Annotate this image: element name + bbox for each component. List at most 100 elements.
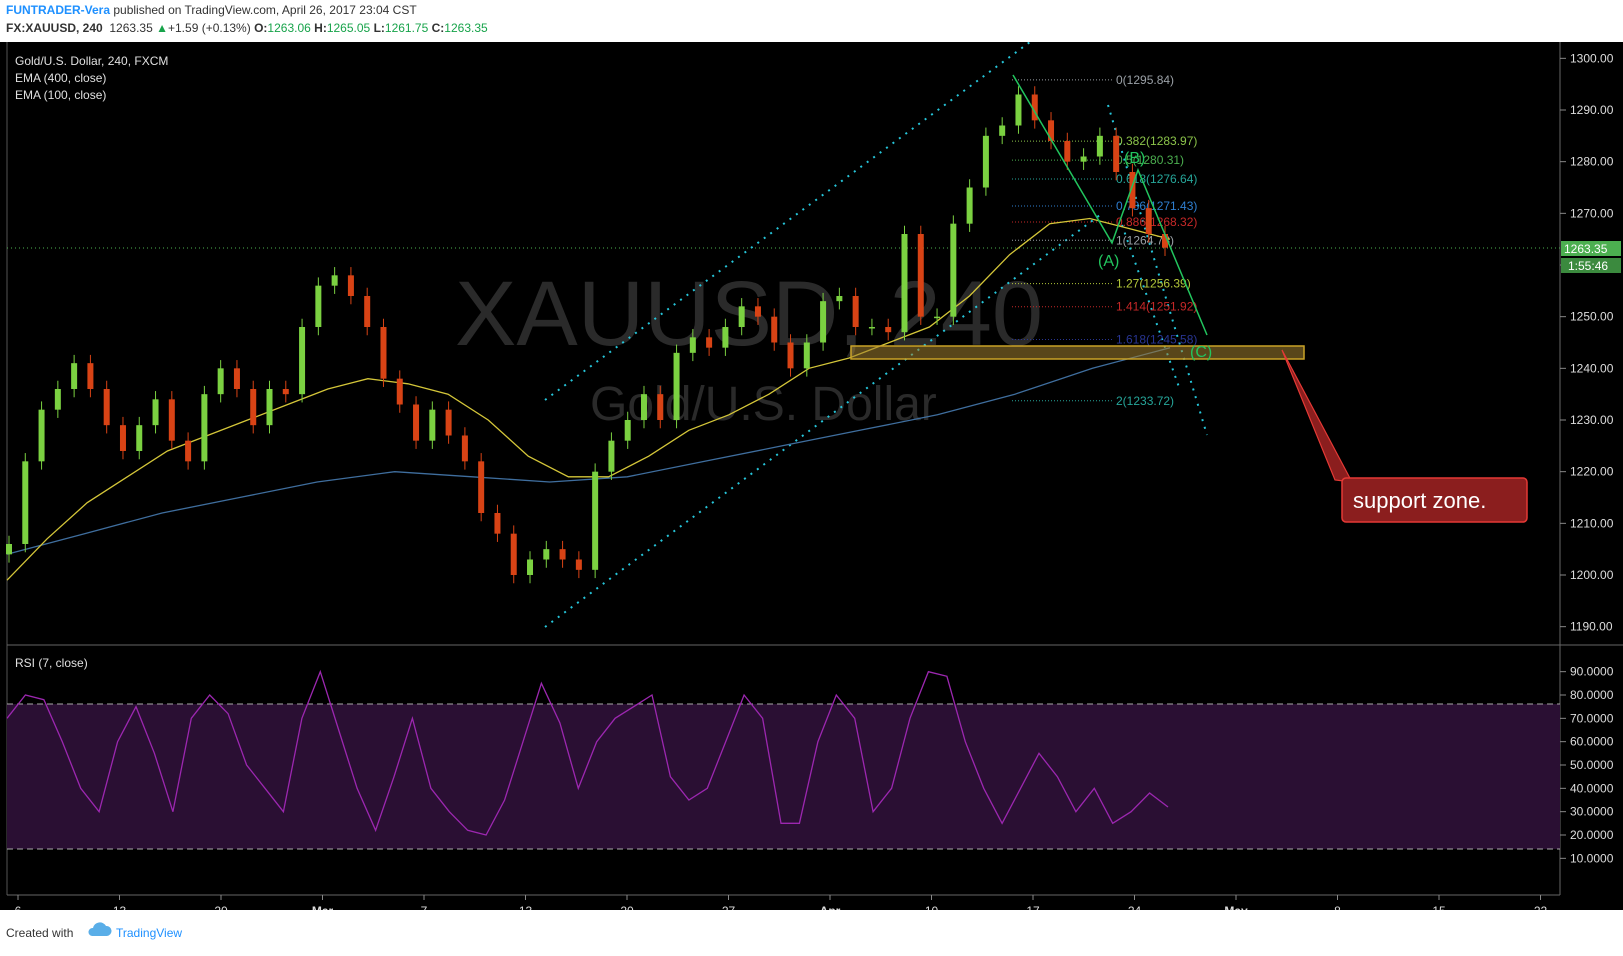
candle-body [982,135,989,188]
publish-header: FUNTRADER-Vera published on TradingView.… [0,0,1623,42]
candle-body [494,513,501,534]
price-tick-label: 1240.00 [1570,361,1614,375]
publish-info: published on TradingView.com, April 26, … [113,3,417,17]
time-tick-label: Apr [820,904,841,910]
candle-body [771,316,778,343]
chart-canvas[interactable]: XAUUSD, 240 Gold/U.S. Dollar Gold/U.S. D… [0,42,1623,910]
price-tick-label: 1230.00 [1570,413,1614,427]
candle-body [1015,94,1022,126]
price-value: 1263.35 [109,21,153,35]
candle-body [1113,135,1120,172]
candle-body [1064,141,1071,162]
countdown-tag [1561,258,1621,273]
rsi-tick-label: 80.0000 [1570,688,1614,702]
candle-body [787,342,794,369]
candle-body [901,234,908,333]
time-tick-label: 8 [1334,904,1341,910]
candle-body [282,389,289,395]
candle-body [478,461,485,513]
candle-body [722,327,729,348]
legend-ema100[interactable]: EMA (100, close) [15,88,106,102]
candle-body [6,544,12,555]
symbol-label: FX:XAUUSD, 240 [6,21,103,35]
author-link[interactable]: FUNTRADER-Vera [6,3,111,17]
candle-body [966,187,973,224]
countdown-text: 1:55:46 [1568,259,1608,273]
price-tick-label: 1200.00 [1570,568,1614,582]
candle-body [103,389,110,426]
time-tick-label: 20 [620,904,634,910]
candle-body [803,342,810,369]
time-tick-label: 13 [519,904,533,910]
support-zone-box[interactable] [850,345,1305,360]
candle-body [87,363,94,389]
price-tick-label: 1220.00 [1570,465,1614,479]
candle-body [396,378,403,405]
down-channel-line-2[interactable] [1121,224,1181,391]
candle-body [1129,172,1136,209]
candle-body [38,409,45,462]
candle-body [136,425,143,451]
ema400-line [6,347,1171,555]
candle-body [640,394,647,420]
candle-body [22,461,29,544]
candle-body [168,399,175,441]
fib-level-label: 1.414(1251.92) [1116,300,1197,314]
rsi-tick-label: 90.0000 [1570,665,1614,679]
candle-body [559,549,566,560]
time-tick-label: 20 [214,904,228,910]
wave-abc-path[interactable] [1012,74,1208,336]
candle-body [608,440,615,472]
fib-level-label: 0.886(1268.32) [1116,215,1197,229]
time-tick-label: 24 [1128,904,1142,910]
fib-level-label: 0.382(1283.97) [1116,134,1197,148]
wave-b-label: (B) [1124,150,1145,167]
rsi-axis[interactable]: 90.0000 80.0000 70.0000 60.0000 50.0000 40.00… [1560,665,1614,866]
fib-level-label: 0.5(1280.31) [1116,153,1184,167]
candle-body [868,327,875,329]
time-tick-label: Mar [312,904,334,910]
ema100-path [6,217,1171,581]
candle-body [624,420,631,441]
fib-level-label: 0(1295.84) [1116,73,1174,87]
time-tick-label: 15 [1432,904,1446,910]
candle-body [934,316,941,319]
candle-body [1145,208,1152,234]
candle-body [1031,94,1038,121]
rsi-tick-label: 20.0000 [1570,828,1614,842]
watermark-name: Gold/U.S. Dollar [590,378,937,431]
channel-lower-line[interactable] [544,214,1101,628]
ema100-line [6,217,1171,581]
candle-body [917,234,924,317]
price-tick-label: 1190.00 [1570,620,1613,634]
down-channel-line-1[interactable] [1107,104,1208,436]
wave-c-label: (C) [1190,344,1212,361]
candle-body [950,223,957,317]
candle-body [738,306,745,327]
candle-body [217,368,224,395]
candle-body [119,425,126,451]
candle-body [836,296,843,302]
candle-body [429,409,436,441]
legend-rsi[interactable]: RSI (7, close) [15,656,88,670]
candle-body [380,327,387,379]
legend-ema400[interactable]: EMA (400, close) [15,71,106,85]
ema400-path [6,347,1171,555]
candle-body [852,296,859,327]
last-price-text: 1263.35 [1564,242,1608,256]
candle-body [201,394,208,462]
candle-body [1096,135,1103,157]
fib-level-label: 1.27(1256.39) [1116,277,1191,291]
time-tick-label: 13 [113,904,127,910]
candle-body [347,275,354,296]
callout-box[interactable] [1341,477,1528,523]
candle-body [54,389,61,410]
candle-body [592,471,599,570]
time-tick-label: May [1224,904,1248,910]
time-axis[interactable]: 6 13 20 Mar 7 13 20 27 Apr 10 17 24 May 8 15 22 [15,895,1548,910]
last-price-tag [1561,241,1621,256]
candle-body [754,306,761,317]
tradingview-link[interactable]: TradingView [116,926,183,940]
price-tick-label: 1250.00 [1570,310,1614,324]
candle-body [152,399,159,426]
